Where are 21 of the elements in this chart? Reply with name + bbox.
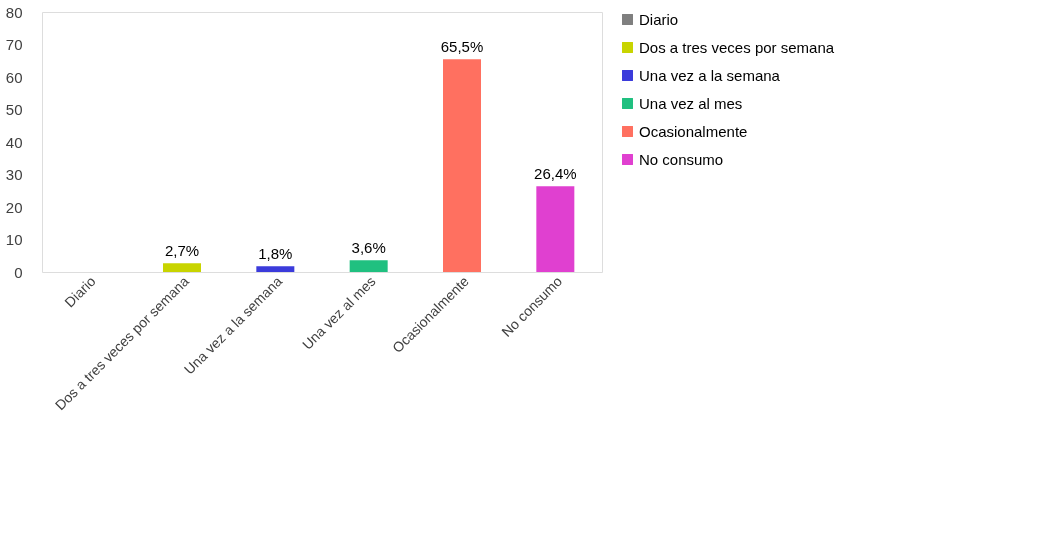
y-tick-label: 40 xyxy=(5,133,23,151)
legend-label: Una vez a la semana xyxy=(639,66,781,84)
y-tick-label: 50 xyxy=(5,101,23,118)
data-label: 2,7% xyxy=(164,242,200,260)
y-tick-label: 70 xyxy=(5,36,23,53)
legend-label: No consumo xyxy=(639,150,724,168)
legend-label: Ocasionalmente xyxy=(639,122,748,140)
data-label: 65,5% xyxy=(440,38,484,56)
data-label: 1,8% xyxy=(258,245,293,263)
y-tick-label: 20 xyxy=(5,198,23,216)
x-tick-label: Una vez al mes xyxy=(299,273,379,353)
legend-label: Una vez al mes xyxy=(639,94,743,112)
y-tick-label: 30 xyxy=(5,166,23,183)
y-tick-label: 0 xyxy=(14,263,23,281)
legend-label: Dos a tres veces por semana xyxy=(639,38,835,56)
y-tick-label: 80 xyxy=(5,3,23,21)
legend-label: Diario xyxy=(639,10,679,28)
y-tick-label: 10 xyxy=(5,231,23,248)
y-tick-label: 60 xyxy=(5,68,23,86)
data-label: 3,6% xyxy=(351,239,386,257)
data-label: 26,4% xyxy=(534,165,577,183)
